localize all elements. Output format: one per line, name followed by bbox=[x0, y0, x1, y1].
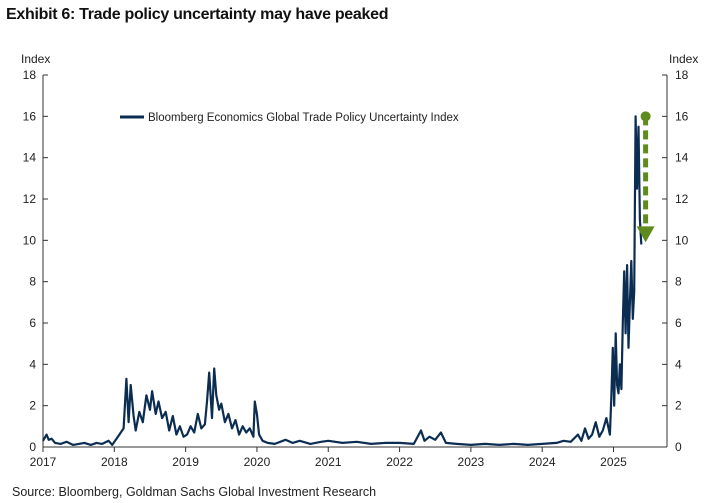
left-tick-label: 12 bbox=[23, 192, 37, 206]
right-tick-label: 10 bbox=[675, 233, 689, 247]
left-y-axis-label: Index bbox=[21, 52, 50, 66]
right-tick-label: 12 bbox=[675, 192, 689, 206]
x-tick-label: 2025 bbox=[600, 455, 627, 469]
left-y-axis: 0 2 4 6 8 10 12 14 16 18 bbox=[23, 68, 48, 454]
peak-arrow-annotation bbox=[636, 111, 655, 243]
x-tick-label: 2020 bbox=[244, 455, 271, 469]
source-note: Source: Bloomberg, Goldman Sachs Global … bbox=[12, 485, 377, 499]
legend-label: Bloomberg Economics Global Trade Policy … bbox=[148, 112, 459, 124]
arrow-head bbox=[636, 226, 655, 243]
right-tick-label: 4 bbox=[675, 357, 682, 371]
right-y-axis: 0 2 4 6 8 10 12 14 16 18 bbox=[662, 68, 689, 454]
right-y-axis-label: Index bbox=[669, 52, 698, 66]
right-tick-label: 6 bbox=[675, 316, 682, 330]
x-tick-label: 2019 bbox=[172, 455, 199, 469]
left-tick-label: 2 bbox=[29, 399, 36, 413]
series-line bbox=[42, 115, 643, 446]
x-tick-label: 2023 bbox=[458, 455, 485, 469]
left-tick-label: 0 bbox=[29, 440, 36, 454]
x-tick-label: 2024 bbox=[529, 455, 556, 469]
left-tick-label: 10 bbox=[23, 233, 37, 247]
x-tick-label: 2021 bbox=[315, 455, 342, 469]
x-axis: 2017 2018 2019 2020 2021 2022 2023 2024 2025 bbox=[30, 446, 667, 469]
right-tick-label: 14 bbox=[675, 151, 689, 165]
right-tick-label: 2 bbox=[675, 399, 682, 413]
right-tick-label: 16 bbox=[675, 109, 689, 123]
left-tick-label: 6 bbox=[29, 316, 36, 330]
legend: Bloomberg Economics Global Trade Policy … bbox=[120, 112, 459, 124]
x-tick-label: 2017 bbox=[30, 455, 57, 469]
right-tick-label: 0 bbox=[675, 440, 682, 454]
chart-title: Exhibit 6: Trade policy uncertainty may … bbox=[6, 6, 389, 23]
left-tick-label: 4 bbox=[29, 357, 36, 371]
left-tick-label: 14 bbox=[23, 151, 37, 165]
right-tick-label: 18 bbox=[675, 68, 689, 82]
left-tick-label: 18 bbox=[23, 68, 37, 82]
x-tick-label: 2022 bbox=[386, 455, 413, 469]
series-group bbox=[42, 115, 643, 446]
x-tick-label: 2018 bbox=[101, 455, 128, 469]
left-tick-label: 8 bbox=[29, 275, 36, 289]
left-tick-label: 16 bbox=[23, 109, 37, 123]
right-tick-label: 8 bbox=[675, 275, 682, 289]
